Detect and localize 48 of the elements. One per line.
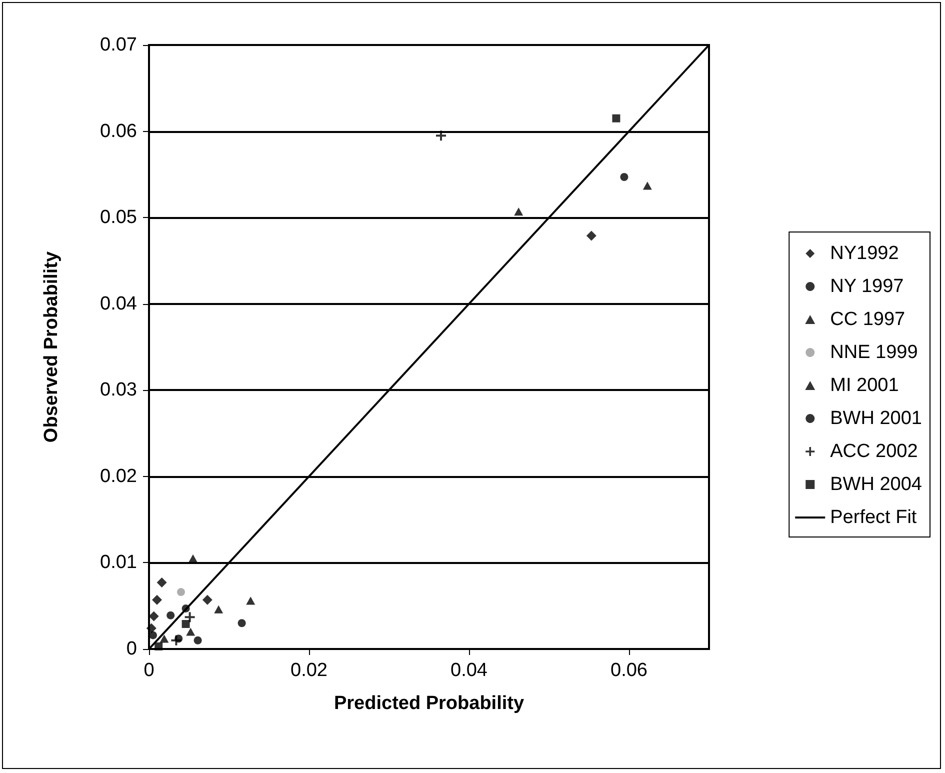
point (586, 230, 596, 241)
point (238, 619, 246, 628)
x-tick-label: 0.02 (290, 660, 328, 681)
point (152, 594, 162, 605)
x-tick-label: 0.04 (450, 660, 488, 681)
y-tick-label: 0.07 (100, 34, 137, 56)
point (188, 554, 198, 562)
y-tick-label: 0.01 (100, 552, 137, 574)
point (182, 620, 190, 628)
x-tick-label: 0 (144, 660, 154, 681)
y-axis-title: Observed Probability (41, 251, 62, 443)
point (620, 173, 628, 182)
point (514, 207, 524, 216)
point (642, 182, 652, 190)
point (436, 130, 446, 141)
legend-label: NY1992 (830, 243, 899, 264)
point (186, 628, 196, 636)
legend-label: BWH 2001 (830, 408, 922, 429)
point (148, 611, 159, 622)
y-tick-label: 0.06 (100, 120, 137, 142)
point (166, 611, 175, 620)
point (184, 612, 195, 622)
legend-label: MI 2001 (830, 375, 899, 396)
point (202, 594, 212, 605)
point (246, 596, 256, 605)
legend-label: CC 1997 (830, 309, 906, 330)
point (194, 636, 202, 644)
x-tick-label: 0.06 (610, 660, 648, 681)
point (177, 588, 185, 596)
legend-label: NNE 1999 (830, 342, 918, 363)
point (146, 623, 156, 634)
point (160, 634, 169, 643)
point (612, 114, 620, 122)
y-tick-label: 0.05 (100, 207, 137, 228)
legend-label: ACC 2002 (830, 441, 918, 462)
point (154, 642, 163, 650)
legend-label: NY 1997 (830, 276, 904, 297)
y-tick-label: 0.03 (100, 380, 137, 401)
y-tick-label: 0.02 (100, 466, 137, 487)
x-axis-title: Predicted Probability (334, 693, 524, 714)
point (171, 635, 182, 646)
point (214, 605, 224, 614)
legend-label: Perfect Fit (830, 507, 918, 528)
y-tick-label: 0.04 (100, 293, 138, 314)
y-tick-label: 0 (126, 638, 137, 660)
point (156, 578, 167, 588)
legend-label: BWH 2004 (830, 474, 922, 495)
point (149, 631, 157, 640)
